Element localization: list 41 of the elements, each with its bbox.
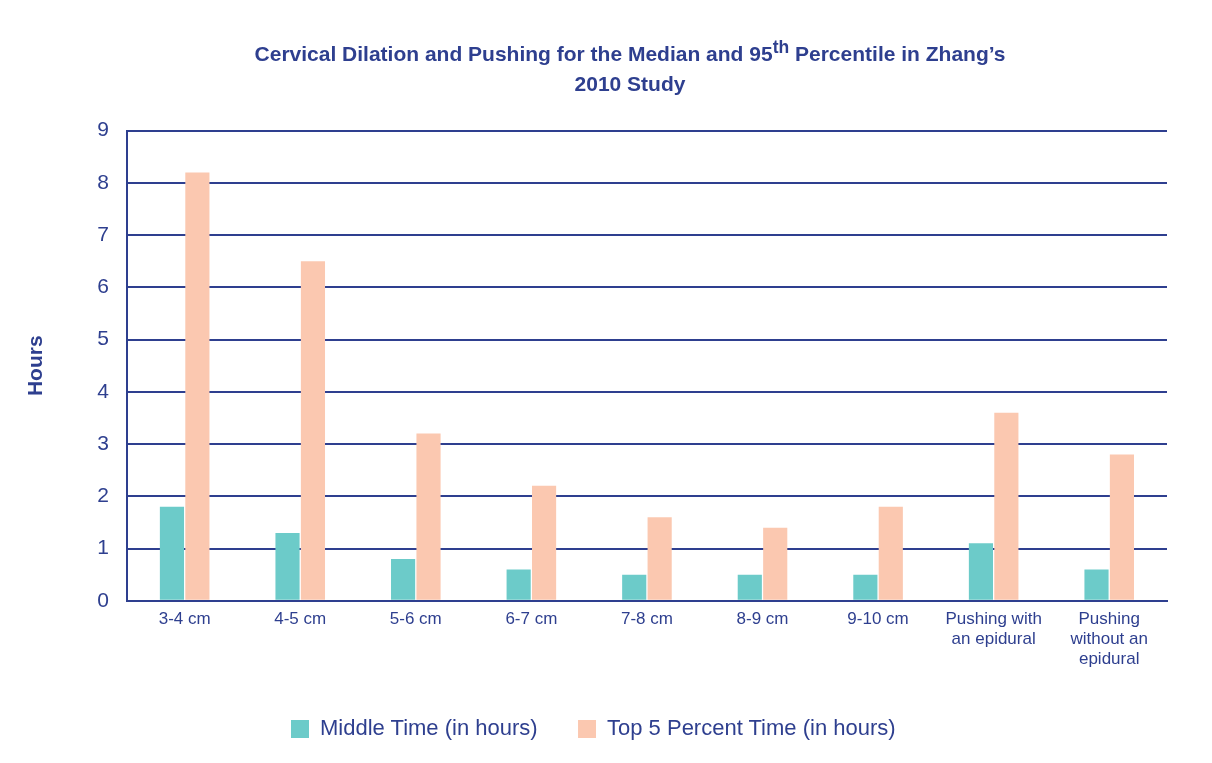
x-tick-label: Pushing without an epidural xyxy=(1069,608,1148,669)
bar xyxy=(622,574,647,600)
x-tick-label: 5-6 cm xyxy=(389,608,442,628)
bar xyxy=(968,543,994,600)
y-tick-label: 9 xyxy=(97,117,109,141)
legend-label: Top 5 Percent Time (in hours) xyxy=(607,715,896,741)
y-tick-label: 8 xyxy=(97,169,109,193)
bar xyxy=(1109,454,1135,600)
y-tick-label: 0 xyxy=(97,587,109,611)
x-tick-label: Pushing with an epidural xyxy=(945,608,1042,649)
x-tick-label: 7-8 cm xyxy=(620,608,673,628)
chart-title: Cervical Dilation and Pushing for the Median and 95$^{th}$ Percentile in Zhang’s 2010 Study xyxy=(254,37,1006,95)
bar xyxy=(647,517,672,600)
bar xyxy=(532,485,557,600)
x-tick-label: 4-5 cm xyxy=(274,608,327,628)
x-tick-label: 9-10 cm xyxy=(847,608,909,628)
bar xyxy=(391,559,416,600)
bar xyxy=(1084,569,1109,600)
x-tick-label: 8-9 cm xyxy=(736,608,789,628)
y-tick-label: 1 xyxy=(97,535,109,559)
y-tick-label: 4 xyxy=(97,378,110,402)
bar xyxy=(853,574,878,600)
bar xyxy=(416,433,441,600)
legend-label: Middle Time (in hours) xyxy=(320,715,538,741)
bar xyxy=(185,172,210,600)
y-tick-label: 6 xyxy=(97,274,109,298)
y-tick-label: 5 xyxy=(97,326,109,350)
bar xyxy=(506,569,531,600)
y-tick-label: 3 xyxy=(97,430,109,454)
x-tick-label: 3-4 cm xyxy=(158,608,211,628)
y-tick-label: 7 xyxy=(97,221,109,245)
bar xyxy=(159,506,185,600)
bar xyxy=(300,261,326,600)
bar xyxy=(994,412,1019,600)
bar xyxy=(878,506,903,600)
bar xyxy=(737,574,762,600)
bar xyxy=(275,532,300,600)
y-axis-title: Hours xyxy=(23,335,47,397)
y-tick-label: 2 xyxy=(97,483,109,507)
x-tick-label: 6-7 cm xyxy=(505,608,558,628)
bar xyxy=(763,527,788,600)
